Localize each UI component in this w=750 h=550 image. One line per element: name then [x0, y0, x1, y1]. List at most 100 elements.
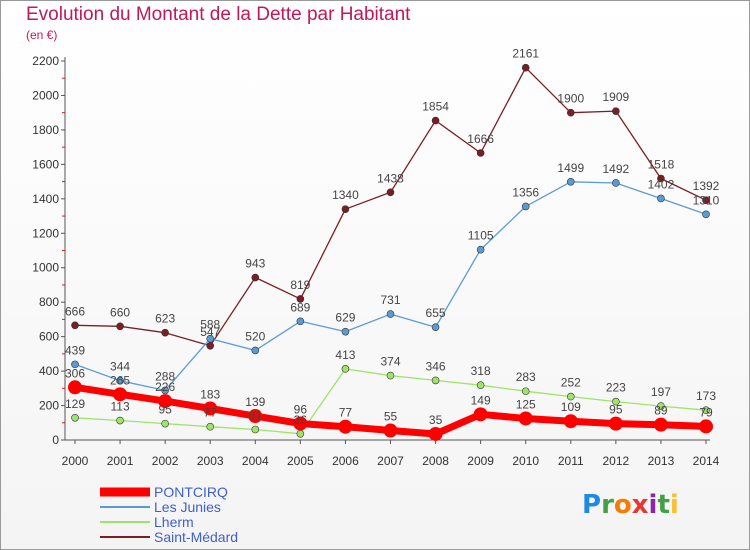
data-labels: 666 660 623 547 943 819 1340 1438 1854 1666 2161 19…: [65, 47, 720, 427]
x-tick-label: 2002: [152, 454, 179, 468]
y-ticks: 0 200 400 600 800 1000 1200 1400 1600 1800 2000 220…: [32, 54, 65, 447]
data-label: 1499: [557, 161, 584, 175]
data-label: 344: [110, 360, 130, 374]
data-label: 139: [245, 395, 265, 409]
data-point: [476, 381, 485, 390]
data-point: [251, 425, 260, 434]
data-label: 1666: [467, 132, 494, 146]
data-label: 283: [516, 370, 536, 384]
data-label: 689: [290, 300, 310, 314]
data-point: [612, 397, 620, 406]
data-point: [473, 407, 488, 422]
data-point: [653, 417, 668, 432]
data-point: [566, 177, 575, 186]
legend-label: Lherm: [154, 514, 194, 530]
data-point: [521, 202, 530, 211]
data-label: 1438: [377, 171, 404, 185]
data-label: 346: [426, 359, 446, 373]
x-tick-label: 2010: [512, 454, 539, 468]
legend-label: Les Junies: [154, 499, 221, 515]
data-point: [158, 394, 173, 409]
data-label: 95: [158, 403, 172, 417]
data-point: [113, 387, 128, 402]
data-label: 1854: [422, 100, 449, 114]
data-label: 660: [110, 305, 130, 319]
data-point: [521, 63, 530, 72]
data-label: 413: [335, 348, 355, 362]
x-tick-label: 2008: [422, 454, 449, 468]
data-label: 666: [65, 304, 85, 318]
data-point: [428, 426, 443, 441]
data-point: [251, 346, 260, 355]
data-label: 2161: [512, 47, 539, 61]
data-point: [563, 414, 578, 429]
x-tick-label: 2012: [603, 454, 630, 468]
data-label: 226: [155, 380, 175, 394]
data-point: [431, 376, 440, 385]
data-point: [116, 322, 124, 331]
data-label: 89: [654, 404, 668, 418]
data-point: [293, 416, 308, 431]
data-point: [341, 205, 350, 213]
data-point: [431, 116, 440, 125]
y-tick-label: 2200: [32, 54, 59, 68]
data-label: 1392: [693, 179, 720, 193]
x-tick-label: 2000: [62, 454, 89, 468]
data-point: [71, 413, 79, 422]
data-point: [657, 194, 665, 203]
data-label: 655: [426, 306, 446, 320]
data-point: [521, 387, 530, 396]
data-label: 149: [471, 393, 491, 407]
data-label: 318: [471, 364, 491, 378]
data-label: 77: [339, 406, 353, 420]
data-label: 265: [110, 373, 130, 387]
x-tick-label: 2005: [287, 454, 314, 468]
data-point: [161, 328, 169, 337]
data-label: 629: [335, 311, 355, 325]
y-tick-label: 1200: [32, 226, 59, 240]
data-label: 113: [111, 400, 130, 414]
data-point: [203, 401, 218, 416]
data-point: [657, 174, 665, 183]
data-point: [341, 327, 350, 336]
data-point: [338, 419, 353, 434]
legend-label: Saint-Médard: [154, 529, 238, 545]
y-tick-label: 1400: [32, 192, 59, 206]
data-label: 95: [609, 403, 623, 417]
data-label: 197: [651, 385, 671, 399]
data-point: [383, 423, 398, 438]
data-label: 1518: [648, 157, 675, 171]
data-label: 125: [516, 397, 536, 411]
data-label: 1900: [557, 92, 584, 106]
x-tick-label: 2003: [197, 454, 224, 468]
y-tick-label: 600: [39, 330, 59, 344]
data-point: [161, 419, 169, 428]
data-point: [161, 386, 169, 395]
data-point: [248, 409, 263, 424]
x-ticks: 2000 2001 2002 2003 2004 2005 2006 2007 2008 2009…: [62, 440, 720, 468]
x-tick-label: 2007: [377, 454, 404, 468]
data-label: 77: [204, 406, 218, 420]
y-tick-label: 1800: [32, 123, 59, 137]
data-label: 306: [65, 366, 85, 380]
y-tick-label: 800: [39, 295, 59, 309]
data-point: [71, 321, 79, 330]
data-point: [476, 149, 485, 157]
logo-letter: i: [648, 490, 658, 520]
data-label: 520: [245, 329, 265, 343]
data-point: [386, 371, 395, 380]
y-tick-label: 1600: [32, 157, 59, 171]
data-point: [476, 245, 485, 254]
y-tick-label: 200: [39, 399, 59, 413]
data-point: [341, 365, 350, 373]
data-label: 79: [699, 405, 713, 419]
data-label: 173: [696, 389, 716, 403]
data-point: [431, 323, 440, 331]
data-label: 1356: [512, 185, 539, 199]
x-tick-label: 2001: [107, 454, 134, 468]
data-point: [251, 273, 260, 282]
data-point: [702, 196, 710, 204]
data-point: [657, 402, 665, 410]
logo-letter: t: [657, 490, 670, 520]
